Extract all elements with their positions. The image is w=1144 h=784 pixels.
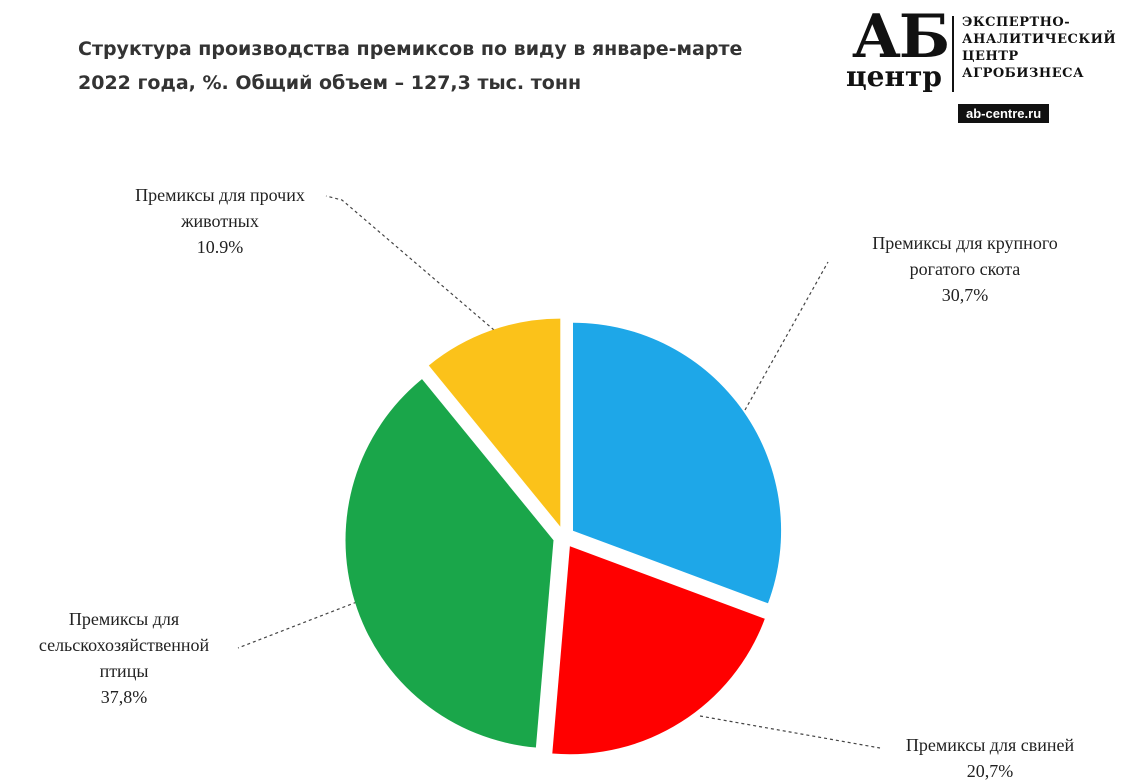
chart-title: Структура производства премиксов по виду… <box>78 32 778 100</box>
slice-label-poultry-line-2: сельскохозяйственной <box>38 635 210 655</box>
slice-label-other-line-2: животных <box>181 211 259 231</box>
slice-label-poultry-line-1: Премиксы для <box>68 609 180 629</box>
logo-divider <box>952 16 954 92</box>
logo-centr-word: центр <box>846 60 942 93</box>
slice-label-poultry: Премиксы для сельскохозяйственной птицы … <box>4 606 244 710</box>
logo-org-line-1: ЭКСПЕРТНО- <box>962 15 1071 30</box>
chart-title-line-2: 2022 года, %. Общий объем – 127,3 тыс. т… <box>78 72 582 94</box>
ab-centre-logo: АБ центр ЭКСПЕРТНО- АНАЛИТИЧЕСКИЙ ЦЕНТР … <box>842 2 1142 126</box>
leader-line-other <box>325 195 495 331</box>
leader-line-pigs <box>699 715 881 749</box>
leader-lines <box>237 195 881 749</box>
leader-line-cattle <box>744 261 829 411</box>
pie-slice-other <box>428 318 561 527</box>
slice-value-poultry: 37,8% <box>100 687 148 707</box>
slice-value-other: 10.9% <box>196 237 244 257</box>
logo-org-line-2: АНАЛИТИЧЕСКИЙ <box>962 32 1117 47</box>
chart-title-line-1: Структура производства премиксов по виду… <box>78 38 743 60</box>
slice-label-cattle-line-2: рогатого скота <box>909 259 1021 279</box>
pie-slices <box>345 318 782 755</box>
pie-slice-poultry <box>345 379 554 748</box>
slice-label-pigs: Премиксы для свиней 20,7% <box>860 732 1120 784</box>
slice-label-cattle-line-1: Премиксы для крупного <box>872 233 1058 253</box>
pie-slice-cattle <box>573 322 782 604</box>
slice-label-cattle: Премиксы для крупного рогатого скота 30,… <box>810 230 1120 308</box>
logo-website: ab-centre.ru <box>958 104 1050 123</box>
logo-org-line-3: ЦЕНТР <box>962 49 1019 64</box>
slice-value-cattle: 30,7% <box>941 285 989 305</box>
pie-slice-pigs <box>552 546 765 755</box>
slice-label-pigs-line-1: Премиксы для свиней <box>905 735 1075 755</box>
slice-label-poultry-line-3: птицы <box>99 661 149 681</box>
slice-label-other: Премиксы для прочих животных 10.9% <box>90 182 350 260</box>
logo-ab-mark: АБ <box>852 2 950 72</box>
slice-label-other-line-1: Премиксы для прочих <box>135 185 305 205</box>
slice-value-pigs: 20,7% <box>966 761 1014 781</box>
leader-line-poultry <box>237 599 363 649</box>
logo-org-name: ЭКСПЕРТНО- АНАЛИТИЧЕСКИЙ ЦЕНТР АГРОБИЗНЕ… <box>962 14 1116 82</box>
logo-org-line-4: АГРОБИЗНЕСА <box>962 66 1085 81</box>
